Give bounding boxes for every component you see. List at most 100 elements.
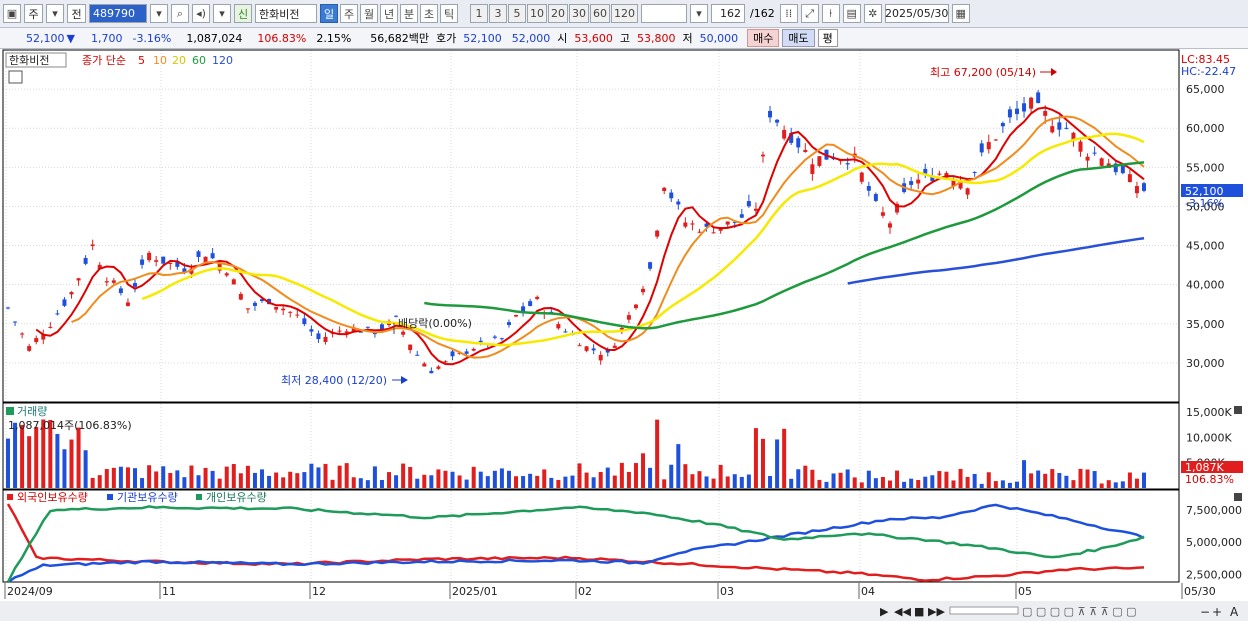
candle-body-65 [464, 351, 469, 354]
grid-toggle-icon[interactable] [8, 70, 23, 84]
zoom-out-icon[interactable]: − [1200, 605, 1210, 619]
candle-body-114 [810, 164, 815, 174]
crosshair-icon[interactable]: ⁞⁞ [779, 4, 798, 23]
interval-10[interactable]: 10 [527, 4, 547, 23]
tab-3[interactable]: 년 [380, 4, 398, 23]
candle-body-104 [739, 214, 744, 218]
volume-bar-63 [450, 471, 455, 488]
volume-pane-title: 거래량 [17, 405, 47, 418]
tab-4[interactable]: 분 [400, 4, 418, 23]
price-tick-6: 60,000 [1186, 122, 1225, 135]
calendar-icon[interactable]: ▦ [951, 4, 970, 23]
candle-body-130 [923, 168, 928, 174]
volume-bar-117 [831, 473, 836, 488]
candle-body-85 [605, 349, 610, 353]
sell-button[interactable]: 매도 [782, 29, 815, 47]
volume-bar-59 [422, 474, 427, 488]
ma-line-120 [847, 236, 1145, 285]
candle-body-102 [725, 221, 730, 225]
font-size-icon[interactable]: A [1230, 605, 1239, 619]
tab-6[interactable]: 틱 [440, 4, 458, 23]
tab-5[interactable]: 초 [420, 4, 438, 23]
tab-1[interactable]: 주 [340, 4, 358, 23]
candle-body-87 [619, 327, 624, 330]
candle-body-75 [535, 296, 540, 299]
volume-bar-133 [944, 471, 949, 488]
interval-120[interactable]: 120 [611, 4, 638, 23]
stock-name-field[interactable]: 한화비전 [255, 4, 317, 23]
candle-body-154 [1092, 152, 1097, 154]
count-input[interactable]: 162 [711, 4, 745, 23]
candle-body-1 [13, 321, 18, 323]
volume-bar-56 [401, 463, 406, 488]
chevron-down-icon[interactable]: ▾ [46, 4, 64, 23]
interval-5[interactable]: 5 [508, 4, 526, 23]
zoom-slider[interactable] [949, 606, 1019, 615]
volume-bar-150 [1064, 475, 1069, 488]
date-input[interactable]: 2025/05/30 [884, 4, 949, 23]
volume-bar-49 [351, 477, 356, 488]
volume-bar-37 [267, 475, 272, 488]
volume-bar-1 [13, 422, 18, 488]
volume-bar-77 [549, 477, 554, 488]
period-type-select[interactable]: 주 [24, 4, 43, 23]
holdings-pane-close-icon[interactable] [1234, 493, 1242, 501]
interval-60[interactable]: 60 [590, 4, 610, 23]
tab-2[interactable]: 월 [360, 4, 378, 23]
zoom-tool-icons[interactable]: ▢ ▢ ▢ ▢ ⊼ ⊼ ⊼ ▢ ▢ [1022, 605, 1137, 618]
candle-body-93 [662, 187, 667, 192]
candle-body-160 [1134, 186, 1139, 194]
zoom-in-icon[interactable]: + [1212, 605, 1222, 619]
candles [6, 90, 1146, 374]
search-icon[interactable]: ⌕ [171, 4, 189, 23]
nav-rewind-icon[interactable]: ◀◀ [894, 605, 911, 618]
code-dropdown-icon[interactable]: ▾ [150, 4, 168, 23]
candle-body-40 [288, 311, 293, 313]
stock-legend-box[interactable] [5, 52, 67, 68]
candle-body-89 [633, 304, 638, 309]
pin-icon[interactable]: ⍿ [821, 4, 840, 23]
avg-button[interactable]: 평 [817, 29, 838, 47]
volume-bar-152 [1078, 468, 1083, 488]
volume-bar-3 [27, 436, 32, 488]
nav-stop-icon[interactable]: ■ [914, 605, 924, 618]
moving-averages [35, 106, 1145, 366]
volume-bar-118 [838, 472, 843, 488]
gear-icon[interactable]: ✲ [863, 4, 882, 23]
interval-1[interactable]: 1 [470, 4, 488, 23]
volume-bar-113 [803, 465, 808, 488]
lc-readout: LC:83.45 [1181, 53, 1230, 66]
stock-chart[interactable]: 30,000 35,000 40,000 45,000 50,000 55,000 60,0… [0, 49, 1248, 621]
tab-0[interactable]: 일 [320, 4, 338, 23]
interval-20[interactable]: 20 [548, 4, 568, 23]
stock-code-input[interactable]: 489790 [89, 4, 147, 23]
candle-body-9 [69, 292, 74, 295]
nav-play-icon[interactable]: ▶ [880, 605, 889, 618]
window-icon[interactable]: ▣ [3, 4, 21, 23]
volume-bar-64 [457, 475, 462, 488]
volume-bar-110 [782, 428, 787, 488]
volume-bar-51 [365, 480, 370, 488]
buy-button[interactable]: 매수 [747, 29, 780, 47]
prev-button[interactable]: 전 [67, 4, 86, 23]
volume-bar-157 [1113, 482, 1118, 488]
nav-forward-icon[interactable]: ▶▶ [928, 605, 945, 618]
candle-body-45 [323, 336, 328, 342]
interval-3[interactable]: 3 [489, 4, 507, 23]
speaker-dropdown-icon[interactable]: ▾ [213, 4, 231, 23]
volume-bar-4 [34, 427, 39, 488]
volume-pane-close-icon[interactable] [1234, 406, 1242, 414]
interval-dropdown-icon[interactable]: ▾ [690, 4, 708, 23]
speaker-icon[interactable]: ◂) [192, 4, 210, 23]
interval-30[interactable]: 30 [569, 4, 589, 23]
candle-body-153 [1085, 156, 1090, 161]
interval-input[interactable] [641, 4, 687, 23]
legend-stock-name: 한화비전 [9, 54, 49, 67]
candle-body-96 [683, 222, 688, 227]
candle-body-139 [986, 142, 991, 150]
tool-icon[interactable]: ⤢ [800, 4, 819, 23]
save-icon[interactable]: ▤ [842, 4, 861, 23]
holdings-tick-1: 5,000,000 [1186, 536, 1242, 549]
volume-bar-35 [252, 472, 257, 488]
candle-body-33 [238, 293, 243, 300]
